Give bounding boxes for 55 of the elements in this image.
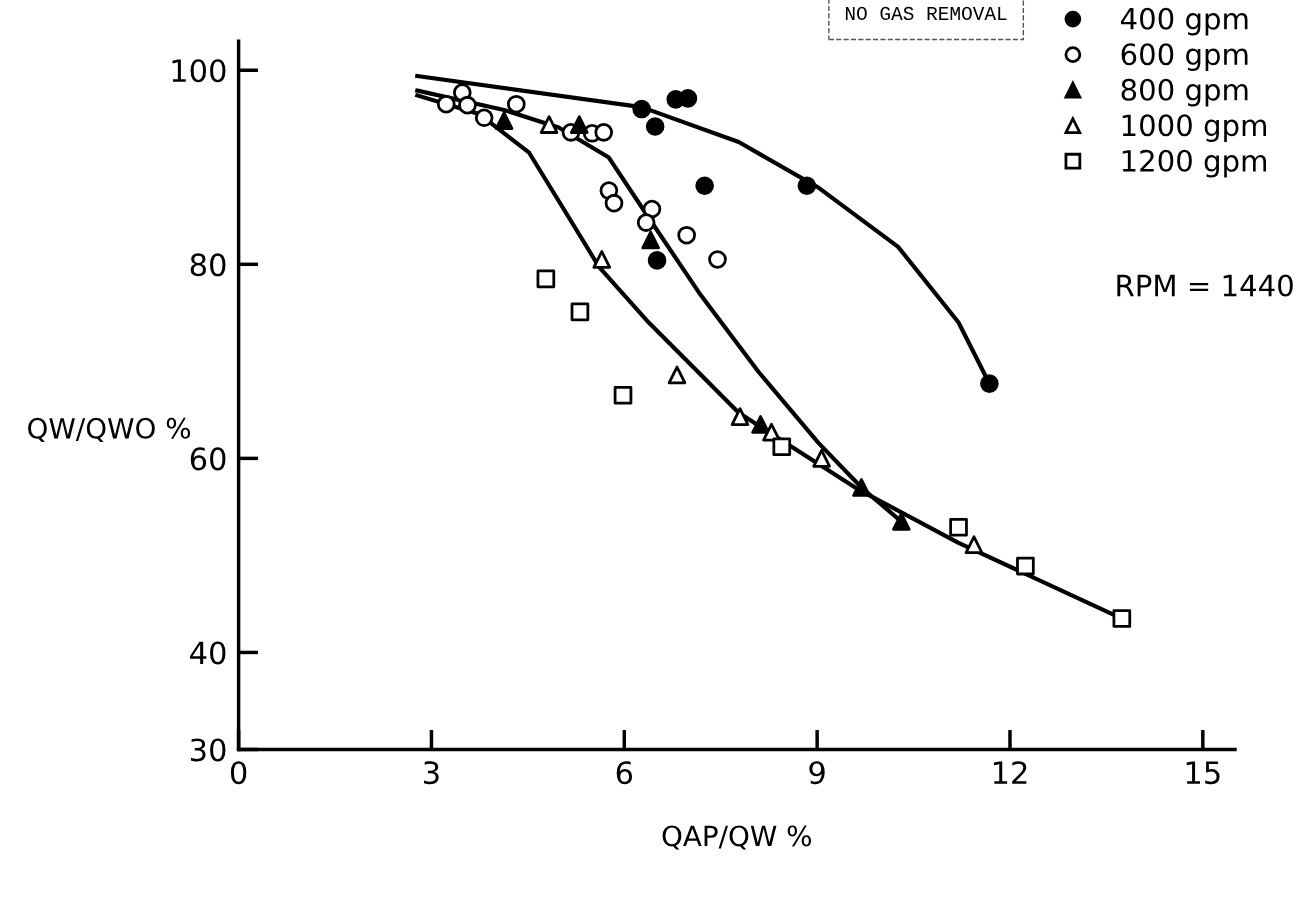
point	[797, 176, 817, 196]
point	[645, 117, 665, 136]
point	[678, 89, 698, 108]
y-tick-label: 40	[190, 641, 226, 665]
x-tick-label: 6	[616, 761, 633, 785]
point	[695, 176, 714, 196]
point	[592, 250, 612, 269]
point	[852, 478, 871, 497]
x-tick-label: 3	[424, 761, 439, 785]
point	[812, 449, 831, 468]
point	[494, 111, 514, 131]
point	[980, 374, 999, 393]
point	[647, 251, 667, 270]
point	[632, 99, 651, 119]
point	[708, 250, 727, 269]
legend-label: 1200 gpm	[1122, 149, 1267, 178]
annotation: RPM = 1440	[1117, 274, 1293, 297]
point	[613, 386, 633, 405]
y-tick-label: 30	[190, 738, 226, 762]
x-tick-label: 9	[809, 761, 825, 785]
point	[667, 365, 687, 385]
legend-label: 1000 gpm	[1122, 114, 1267, 142]
point	[569, 115, 589, 134]
point	[730, 407, 750, 426]
legend-label: 600 gpm	[1121, 43, 1248, 71]
point	[506, 94, 526, 114]
point	[436, 94, 456, 114]
point	[1112, 609, 1132, 628]
y-tick-label: 60	[190, 447, 226, 471]
point	[604, 193, 624, 213]
point	[892, 512, 911, 531]
x-axis-title: QAP/QW %	[662, 825, 812, 850]
x-tick-label: 12	[993, 761, 1027, 784]
text: NO GAS REMOVAL	[845, 6, 1007, 21]
point	[641, 230, 660, 250]
point	[539, 115, 559, 134]
point	[772, 437, 792, 457]
y-tick-label: 100	[172, 59, 226, 83]
point	[570, 302, 590, 322]
point	[964, 535, 984, 555]
point	[474, 108, 494, 128]
y-axis-title: QW/QWO %	[28, 417, 191, 442]
x-tick-label: 0	[230, 761, 247, 785]
point	[594, 123, 614, 142]
x-tick-label: 15	[1186, 761, 1220, 785]
point	[751, 415, 770, 434]
legend-label: 400 gpm	[1120, 7, 1248, 36]
point	[677, 225, 696, 245]
point	[458, 95, 477, 115]
y-tick-label: 80	[190, 253, 226, 277]
legend-label: 800 gpm	[1121, 78, 1248, 107]
point	[536, 269, 556, 289]
point	[949, 517, 968, 537]
point	[1016, 556, 1035, 576]
point	[636, 213, 656, 232]
